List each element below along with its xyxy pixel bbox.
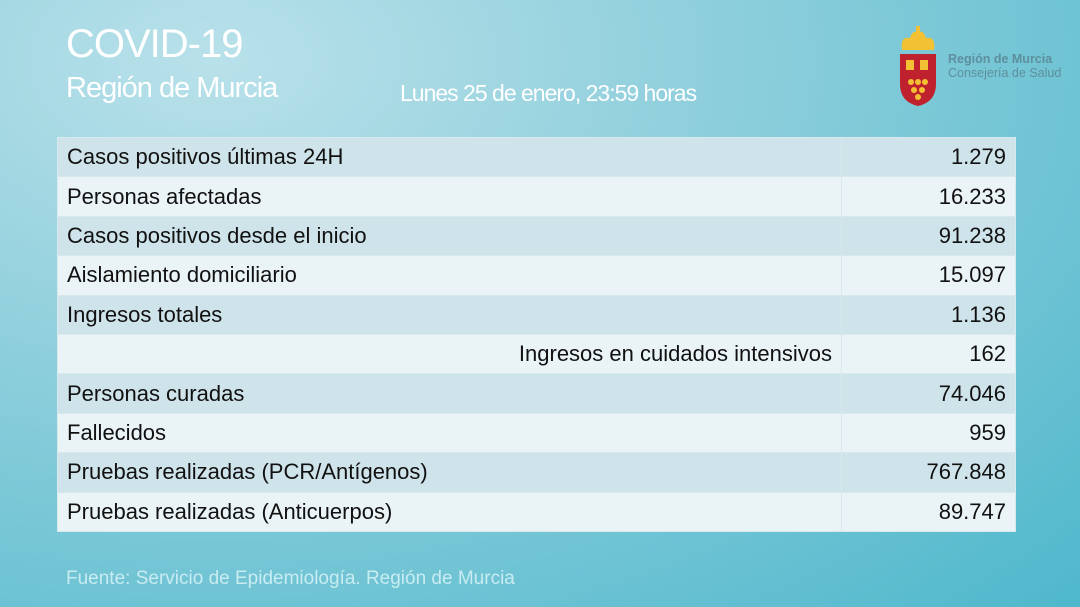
table-row: Aislamiento domiciliario 15.097 <box>57 255 1016 296</box>
row-label: Fallecidos <box>57 412 842 454</box>
row-value: 767.848 <box>841 452 1016 493</box>
table-row: Casos positivos últimas 24H 1.279 <box>57 136 1016 178</box>
table-row: Ingresos en cuidados intensivos 162 <box>57 333 1016 375</box>
coat-of-arms-icon <box>900 26 936 106</box>
row-value: 162 <box>841 333 1016 375</box>
row-label: Aislamiento domiciliario <box>57 255 842 296</box>
row-label: Personas afectadas <box>57 176 842 217</box>
row-value: 16.233 <box>841 176 1016 217</box>
stats-table: Casos positivos últimas 24H 1.279 Persona… <box>57 136 1016 532</box>
page-title: COVID-19 <box>66 22 243 66</box>
row-label: Ingresos totales <box>57 294 842 335</box>
table-row: Personas afectadas 16.233 <box>57 176 1016 217</box>
row-label: Pruebas realizadas (Anticuerpos) <box>57 491 842 532</box>
logo-line2: Consejería de Salud <box>948 66 1062 80</box>
row-value: 959 <box>841 412 1016 454</box>
row-label: Pruebas realizadas (PCR/Antígenos) <box>57 452 842 493</box>
row-label: Personas curadas <box>57 373 842 414</box>
row-value: 91.238 <box>841 215 1016 257</box>
row-value: 74.046 <box>841 373 1016 414</box>
row-label: Casos positivos desde el inicio <box>57 215 842 257</box>
row-value: 15.097 <box>841 255 1016 296</box>
table-row: Pruebas realizadas (Anticuerpos) 89.747 <box>57 491 1016 532</box>
row-label: Casos positivos últimas 24H <box>57 136 842 178</box>
table-row: Ingresos totales 1.136 <box>57 294 1016 335</box>
page-subtitle: Región de Murcia <box>66 72 278 104</box>
row-value: 89.747 <box>841 491 1016 532</box>
report-date: Lunes 25 de enero, 23:59 horas <box>400 80 697 106</box>
logo-line1: Región de Murcia <box>948 52 1053 66</box>
table-row: Fallecidos 959 <box>57 412 1016 454</box>
table-row: Casos positivos desde el inicio 91.238 <box>57 215 1016 257</box>
logo: Región de Murcia Consejería de Salud <box>896 26 1061 106</box>
table-row: Pruebas realizadas (PCR/Antígenos) 767.84… <box>57 452 1016 493</box>
row-value: 1.279 <box>841 136 1016 178</box>
row-label: Ingresos en cuidados intensivos <box>57 333 842 375</box>
row-value: 1.136 <box>841 294 1016 335</box>
table-row: Personas curadas 74.046 <box>57 373 1016 414</box>
source-note: Fuente: Servicio de Epidemiología. Regió… <box>66 568 515 589</box>
